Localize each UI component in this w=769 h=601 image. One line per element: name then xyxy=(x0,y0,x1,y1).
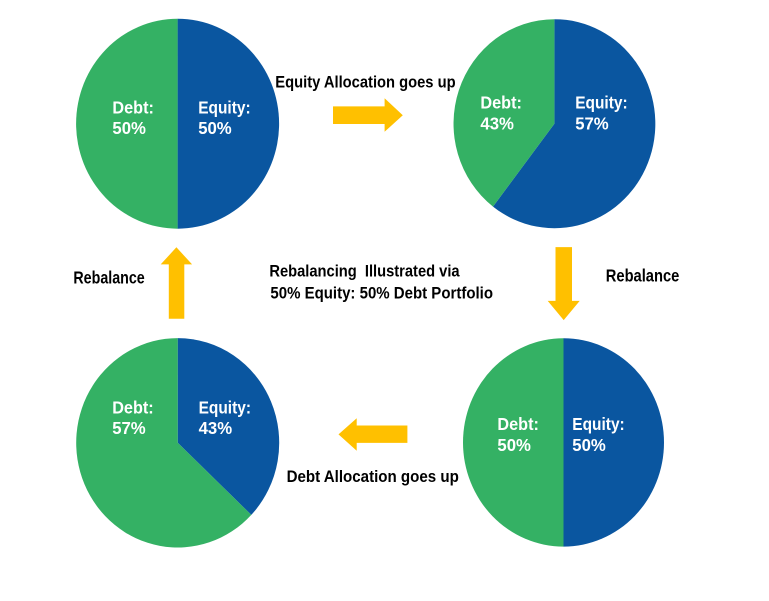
svg-text:50%: 50% xyxy=(198,118,232,138)
svg-text:Equity:: Equity: xyxy=(572,414,624,434)
svg-text:Debt:: Debt: xyxy=(480,93,522,113)
svg-text:43%: 43% xyxy=(480,114,514,134)
svg-text:50%: 50% xyxy=(572,435,606,455)
svg-text:Rebalancing Illustrated via: Rebalancing Illustrated via xyxy=(269,262,460,281)
svg-text:50% Equity: 50% Debt Portfolio: 50% Equity: 50% Debt Portfolio xyxy=(270,284,493,303)
svg-text:Debt:: Debt: xyxy=(112,97,153,117)
svg-text:43%: 43% xyxy=(199,418,233,438)
svg-text:Equity Allocation goes up: Equity Allocation goes up xyxy=(275,72,455,91)
svg-text:Debt:: Debt: xyxy=(112,397,154,417)
svg-text:57%: 57% xyxy=(112,418,146,438)
svg-text:Debt:: Debt: xyxy=(497,414,539,434)
svg-text:Rebalance: Rebalance xyxy=(606,266,680,286)
svg-text:Equity:: Equity: xyxy=(198,97,250,117)
svg-text:50%: 50% xyxy=(497,435,531,455)
svg-text:Rebalance: Rebalance xyxy=(73,267,144,287)
svg-text:50%: 50% xyxy=(112,118,145,138)
svg-text:Equity:: Equity: xyxy=(199,397,251,417)
svg-text:57%: 57% xyxy=(575,114,609,134)
svg-text:Equity:: Equity: xyxy=(575,93,627,113)
svg-text:Debt Allocation goes up: Debt Allocation goes up xyxy=(287,467,459,486)
